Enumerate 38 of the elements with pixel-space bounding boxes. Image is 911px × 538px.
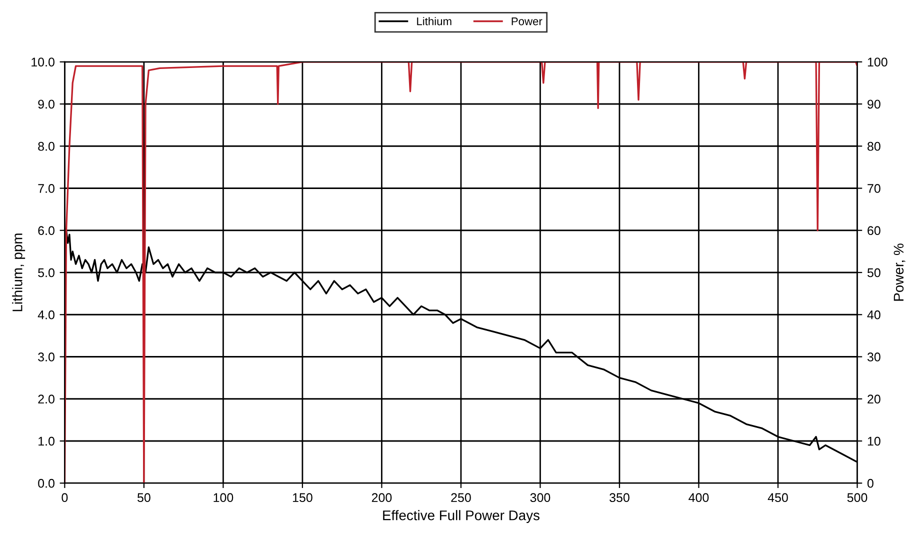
y-tick-label: 4.0 — [38, 310, 54, 320]
y-tick-label: 2.0 — [38, 394, 54, 404]
x-tick-label: 500 — [847, 493, 868, 502]
y-tick-label: 1.0 — [38, 436, 54, 446]
y2-tick-label: 40 — [867, 310, 880, 320]
x-axis-title: Effective Full Power Days — [383, 510, 540, 523]
x-tick-label: 50 — [137, 493, 150, 502]
x-tick-label: 250 — [451, 493, 471, 502]
x-tick-label: 200 — [372, 493, 392, 502]
y2-tick-label: 60 — [868, 226, 880, 236]
x-tick-label: 100 — [214, 493, 234, 502]
x-tick-label: 400 — [688, 493, 709, 502]
y2-tick-label: 90 — [868, 100, 880, 109]
y2-tick-label: 100 — [868, 58, 888, 67]
y-tick-label: 3.0 — [38, 352, 54, 362]
y-tick-label: 7.0 — [38, 184, 54, 193]
x-tick-label: 350 — [610, 493, 630, 502]
y2-axis-title: Power, % — [894, 244, 906, 301]
y-axis-title: Lithium, ppm — [12, 234, 26, 312]
y2-tick-label: 70 — [868, 184, 880, 193]
y-tick-label: 8.0 — [38, 142, 54, 151]
y2-tick-label: 0 — [867, 478, 874, 488]
y-tick-label: 6.0 — [38, 226, 54, 236]
y-tick-label: 9.0 — [38, 100, 54, 109]
x-tick-label: 150 — [292, 493, 312, 502]
y2-tick-label: 10 — [868, 436, 880, 446]
y-tick-label: 5.0 — [38, 268, 54, 278]
legend-label: Lithium — [417, 17, 452, 26]
y-tick-label: 0.0 — [38, 478, 54, 488]
y2-tick-label: 30 — [867, 352, 880, 362]
y-tick-label: 10.0 — [32, 58, 54, 67]
y2-tick-label: 80 — [868, 142, 880, 151]
y2-tick-label: 50 — [867, 268, 880, 278]
x-tick-label: 450 — [768, 493, 788, 502]
y2-tick-label: 20 — [868, 394, 880, 404]
x-tick-label: 0 — [62, 493, 68, 502]
legend-label: Power — [512, 18, 542, 26]
x-tick-label: 300 — [530, 493, 550, 502]
